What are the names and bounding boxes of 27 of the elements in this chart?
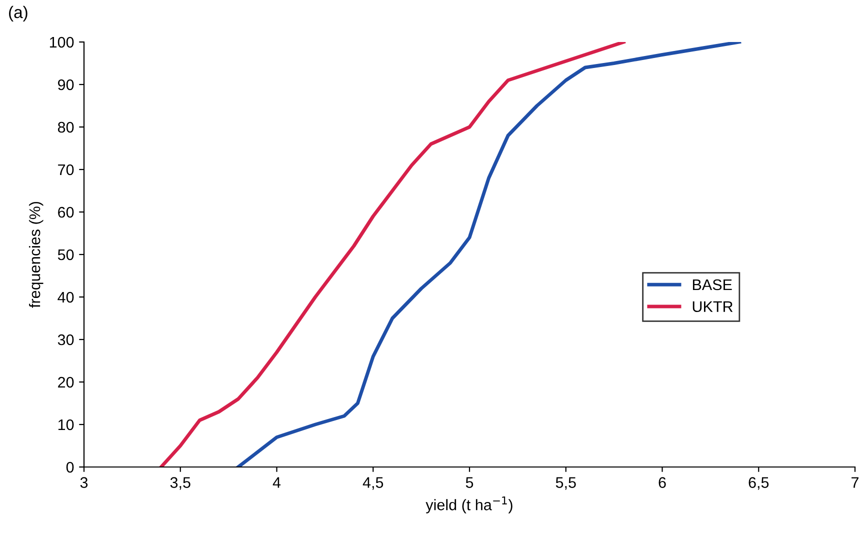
line-series [236, 42, 742, 467]
y-tick-label: 100 [50, 36, 74, 48]
line-series [159, 42, 626, 467]
x-tick-label: 6,5 [748, 477, 769, 490]
x-axis-title: yield (t ha$^{−1}$) [426, 496, 512, 514]
y-tick-label: 20 [58, 376, 74, 388]
y-tick-label: 0 [66, 462, 74, 473]
x-tick-label: 3,5 [170, 477, 190, 490]
y-tick-label: 50 [58, 249, 74, 260]
y-tick-label: 90 [58, 79, 74, 90]
x-tick-label: 4,5 [362, 477, 384, 490]
y-tick-label: 80 [58, 122, 74, 133]
y-tick-label: 10 [58, 419, 74, 430]
y-tick-label: 60 [58, 206, 74, 218]
x-tick-label: 5,5 [556, 477, 576, 490]
x-tick-label: 5 [466, 477, 474, 488]
y-axis-title: frequencies (%) [28, 202, 44, 308]
legend-label: UKTR [692, 301, 733, 312]
legend-label: BASE [692, 279, 732, 290]
text: (a) [9, 6, 28, 22]
y-tick-label: 30 [58, 334, 74, 346]
y-tick-label: 70 [58, 164, 74, 176]
x-tick-label: 7 [852, 477, 858, 488]
x-tick-label: 3 [80, 477, 88, 488]
x-tick-label: 4 [272, 477, 281, 488]
y-tick-label: 40 [58, 292, 74, 303]
x-tick-label: 6 [658, 477, 666, 488]
